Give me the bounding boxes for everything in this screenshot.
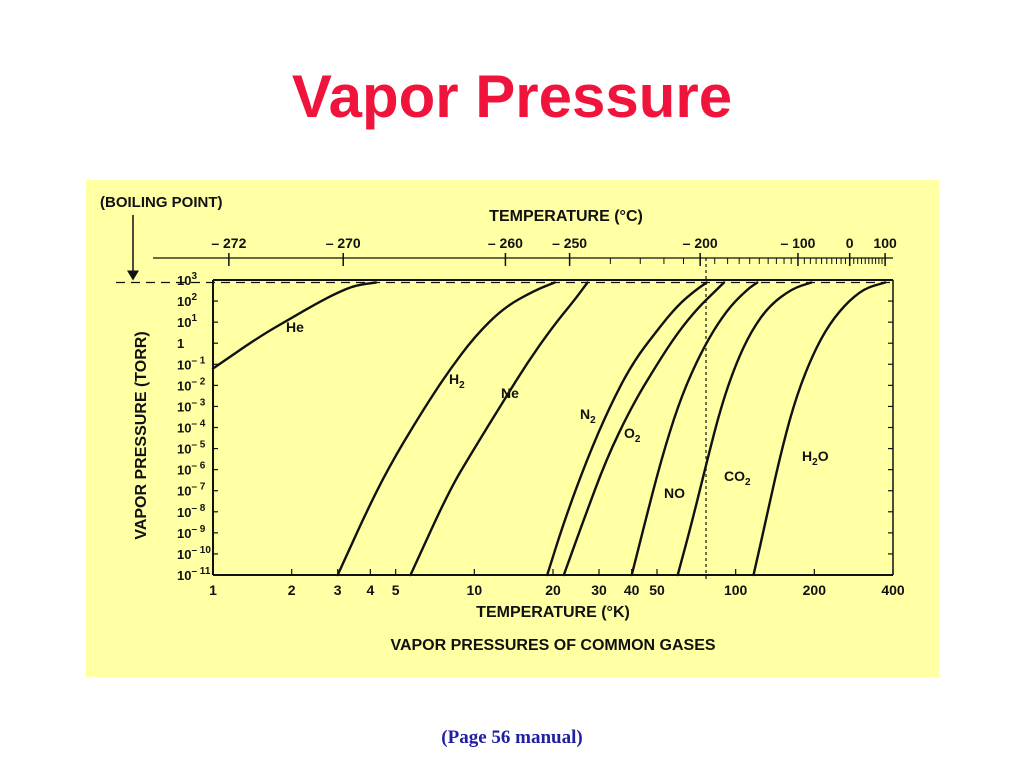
celsius-tick-label: – 272 [211,235,246,251]
y-tick-label: 10– 7 [177,482,206,499]
x-tick-label: 3 [334,582,342,598]
curve-he [211,281,378,370]
celsius-tick-label: – 100 [780,235,815,251]
y-tick-label: 10– 1 [177,355,206,372]
y-tick-label: 1 [177,336,184,351]
x-tick-label: 200 [803,582,827,598]
y-tick-label: 10– 6 [177,461,206,478]
x-tick-label: 50 [649,582,665,598]
y-tick-label: 10– 5 [177,440,206,457]
celsius-tick-label: – 200 [683,235,718,251]
y-tick-label: 10– 3 [177,397,206,414]
series-label: H2 [449,371,465,391]
celsius-tick-label: 100 [873,235,897,251]
y-tick-label: 101 [177,313,197,330]
series-label: NO [664,485,685,501]
x-tick-label: 40 [624,582,640,598]
y-tick-label: 10– 10 [177,545,211,562]
curve-co2 [676,281,813,577]
curve-n2 [546,281,708,577]
x-tick-label: 100 [724,582,748,598]
curve-o2 [562,281,726,577]
series-label: N2 [580,406,596,426]
chart-panel: (BOILING POINT) 1 2 3 4 5 10 20 30 40 50 100 200 400 T… [86,180,939,677]
boiling-point-arrowhead [127,270,139,281]
y-axis-title: VAPOR PRESSURE (TORR) [133,331,150,539]
y-tick-label: 10– 9 [177,524,206,541]
celsius-tick-label: 0 [846,235,854,251]
boiling-point-label: (BOILING POINT) [100,194,223,211]
y-tick-label: 10– 2 [177,376,206,393]
y-tick-label: 10– 8 [177,503,206,520]
slide-title: Vapor Pressure [291,63,733,130]
x-tick-label: 30 [591,582,607,598]
x-tick-label: 2 [288,582,296,598]
x-tick-label: 20 [545,582,561,598]
x-tick-label: 10 [467,582,483,598]
vapor-pressure-chart: (BOILING POINT)1 2 3 4 5 10 20 30 40 50 100 200 400T… [100,194,905,654]
celsius-tick-label: – 260 [488,235,523,251]
chart-title: VAPOR PRESSURES OF COMMON GASES [390,637,715,654]
celsius-tick-label: – 250 [552,235,587,251]
curve-no [630,281,759,577]
series-label: Ne [501,385,519,401]
celsius-tick-label: – 270 [326,235,361,251]
x-axis-title: TEMPERATURE (°K) [476,604,630,621]
series-label: H2O [802,448,829,468]
y-tick-label: 102 [177,292,197,309]
series-label: He [286,319,304,335]
y-tick-label: 103 [177,271,197,288]
y-tick-label: 10– 11 [177,566,211,583]
x-tick-label: 5 [392,582,400,598]
celsius-axis-title: TEMPERATURE (°C) [489,208,643,225]
page-footnote: (Page 56 manual) [441,727,583,748]
x-tick-label: 1 [209,582,217,598]
curve-h2o [752,281,887,577]
series-label: CO2 [724,468,751,488]
x-tick-label: 4 [366,582,374,598]
series-label: O2 [624,425,641,445]
curve-ne [409,281,589,577]
x-tick-label: 400 [881,582,905,598]
y-tick-label: 10– 4 [177,419,206,436]
curve-h2 [336,281,556,577]
